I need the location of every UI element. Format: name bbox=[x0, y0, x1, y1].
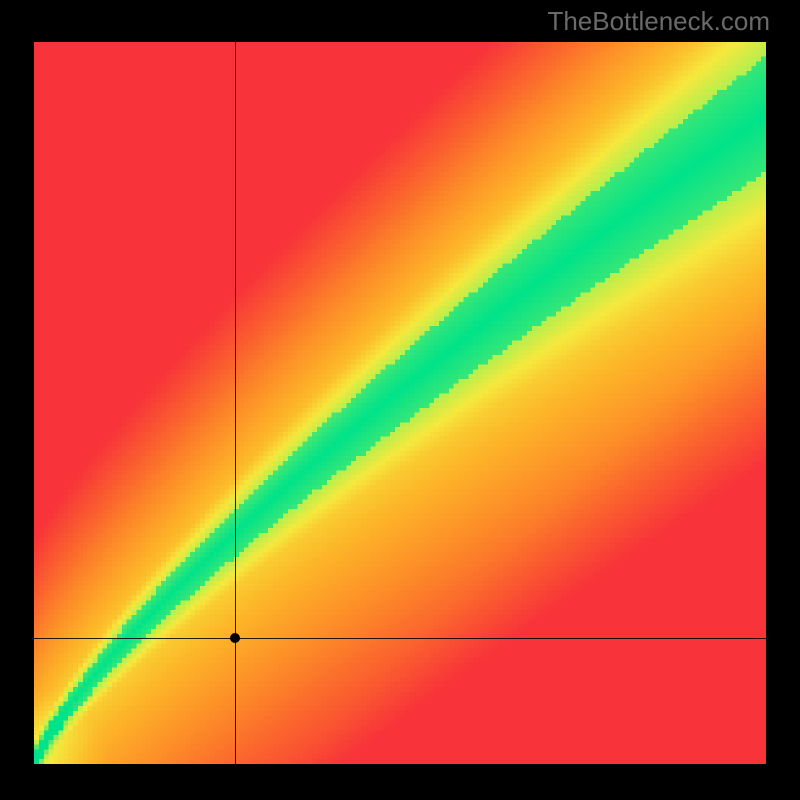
watermark-text: TheBottleneck.com bbox=[547, 6, 770, 37]
crosshair-vertical bbox=[235, 42, 236, 764]
bottleneck-heatmap bbox=[34, 42, 766, 764]
chart-frame: TheBottleneck.com bbox=[0, 0, 800, 800]
selection-marker bbox=[230, 633, 240, 643]
crosshair-horizontal bbox=[34, 638, 766, 639]
plot-area bbox=[34, 42, 766, 764]
